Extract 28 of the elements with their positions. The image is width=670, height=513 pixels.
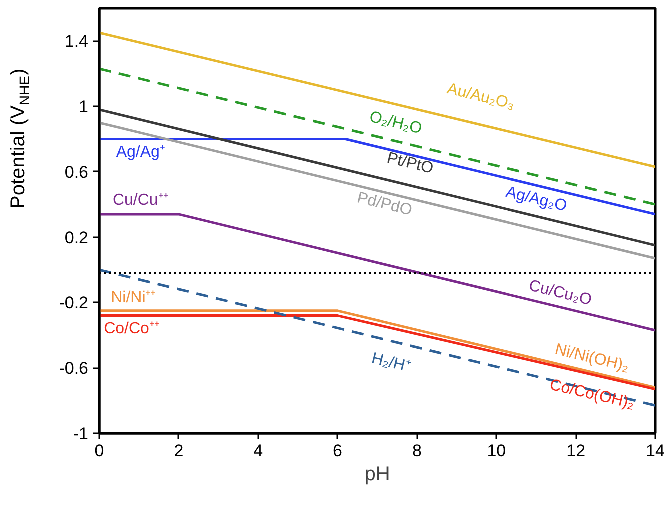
x-tick-label: 6 — [333, 442, 343, 460]
annotation: Pd/PdO — [355, 190, 414, 220]
annotation: Ag/Ag₂O — [504, 184, 569, 216]
x-tick-label: 12 — [566, 442, 586, 460]
x-tick-label: 0 — [94, 442, 104, 460]
y-tick-label: 1.4 — [64, 32, 89, 52]
annotation: Au/Au₂O₃ — [446, 80, 516, 114]
annotation: H₂/H⁺ — [370, 350, 412, 376]
x-tick-label: 10 — [487, 442, 506, 460]
annotation: Cu/Cu₂O — [527, 278, 594, 310]
x-tick-label: 2 — [174, 442, 184, 460]
annotation: Cu/Cu⁺⁺ — [112, 192, 168, 209]
annotation: Ag/Ag⁺ — [116, 144, 165, 161]
x-axis-title: pH — [364, 464, 390, 486]
annotation: Ni/Ni⁺⁺ — [111, 289, 156, 306]
y-tick-label: 1 — [79, 98, 89, 117]
x-tick-label: 8 — [412, 442, 422, 460]
y-tick-label: 0.6 — [64, 162, 89, 182]
x-tick-label: 14 — [646, 442, 665, 460]
y-axis-title: Potential (VNHE) — [8, 68, 32, 209]
y-tick-label: 0.2 — [64, 228, 89, 248]
y-tick-label: -0.6 — [59, 359, 89, 378]
annotation: Co/Co⁺⁺ — [104, 320, 160, 338]
annotation: O₂/H₂O — [368, 108, 424, 138]
x-tick-label: 4 — [254, 442, 264, 460]
annotation: Pt/PtO — [385, 150, 436, 178]
y-tick-label: -1 — [73, 424, 89, 444]
y-tick-label: -0.2 — [59, 294, 89, 313]
